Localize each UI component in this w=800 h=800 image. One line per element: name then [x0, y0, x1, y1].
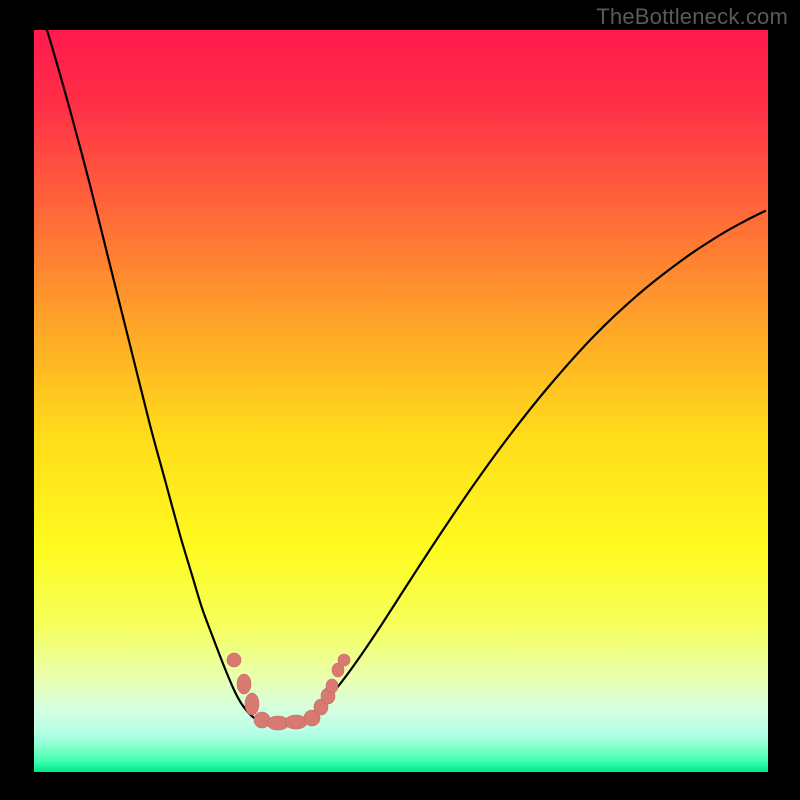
bottleneck-curve — [34, 0, 765, 724]
plot-area — [34, 30, 768, 772]
data-point — [285, 715, 307, 729]
chart-svg — [34, 30, 768, 772]
watermark-text: TheBottleneck.com — [596, 4, 788, 30]
data-point — [227, 653, 241, 667]
data-point — [338, 654, 350, 666]
chart-frame: TheBottleneck.com — [0, 0, 800, 800]
data-point — [237, 674, 251, 694]
data-point — [245, 693, 259, 715]
data-point — [326, 679, 338, 693]
